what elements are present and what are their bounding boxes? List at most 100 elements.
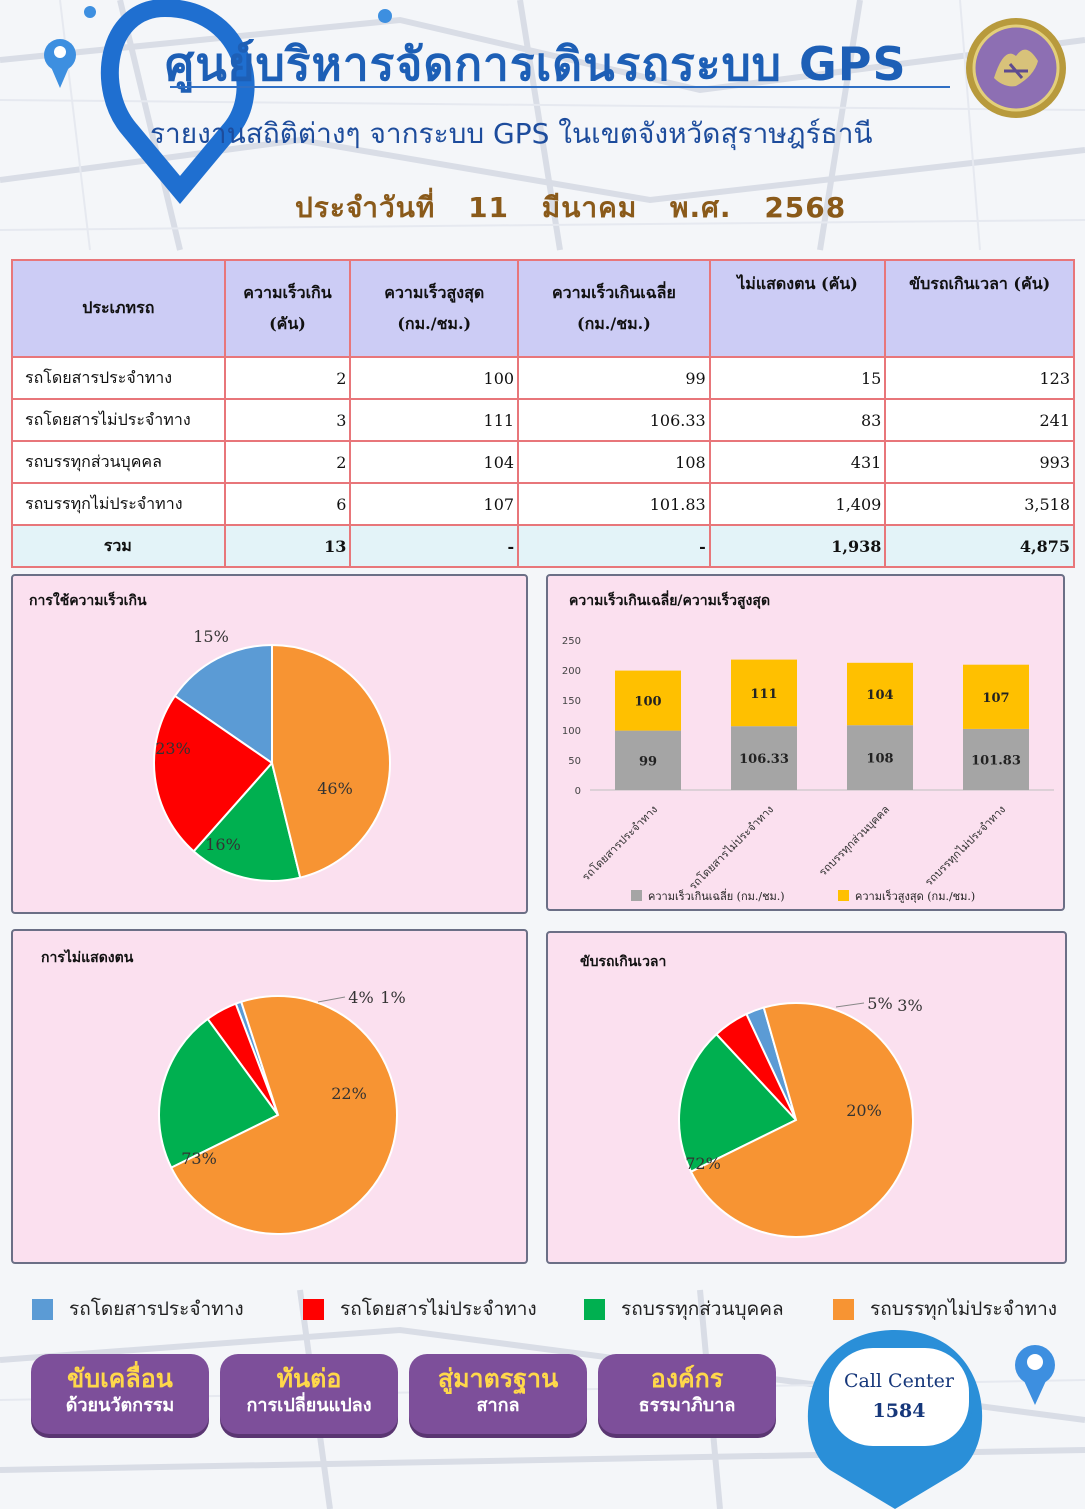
table-total-row: รวม 13 - - 1,938 4,875 — [11, 524, 1075, 568]
col-header-overtime: ขับรถเกินเวลา (คัน) — [884, 259, 1075, 358]
cell-no-id: 83 — [708, 398, 887, 442]
page-title: ศูนย์บริหารจัดการเดินรถระบบ GPS — [165, 37, 907, 91]
bar-max-speed — [731, 659, 797, 727]
pie-slice-label: 23% — [155, 739, 191, 758]
col-header-speeding: ความเร็วเกิน (คัน) — [223, 259, 352, 358]
leader-line — [835, 1002, 865, 1008]
y-tick-label: 0 — [575, 786, 581, 797]
cell-max-speed: 104 — [349, 440, 520, 484]
bar-avg-speed — [731, 726, 797, 790]
pill-big-text: ทันต่อ — [276, 1364, 342, 1393]
pill-big-text: สู่มาตรฐาน — [437, 1364, 559, 1393]
slice-truck-private — [158, 1017, 280, 1170]
cell-total-label: รวม — [11, 524, 226, 568]
legend-label: รถโดยสารประจำทาง — [69, 1298, 244, 1320]
no-id-pie-title: การไม่แสดงตน — [41, 950, 134, 966]
date-month: มีนาคม — [541, 191, 638, 224]
bar-data-label: 111 — [750, 687, 777, 702]
bar-max-speed — [615, 670, 681, 731]
date-era: พ.ศ. — [670, 191, 732, 224]
col-header-avg-speed: ความเร็วเกินเฉลี่ย (กม./ชม.) — [517, 259, 711, 358]
bar-data-label: 101.83 — [971, 753, 1021, 768]
pill-big-text: องค์กร — [650, 1364, 724, 1393]
cell-type: รถโดยสารประจำทาง — [11, 356, 226, 400]
no-id-pie-chart: 1% 4% 22% 73% — [158, 988, 406, 1235]
cell-no-id: 431 — [708, 440, 887, 484]
cell-speeding: 2 — [223, 440, 352, 484]
call-center-label: Call Center — [843, 1370, 955, 1392]
pill-small-text: ธรรมาภิบาล — [638, 1395, 736, 1416]
col-header-no-id: ไม่แสดงตน (คัน) — [708, 259, 887, 358]
cell-avg-speed: 106.33 — [517, 398, 711, 442]
speed-bar-title: ความเร็วเกินเฉลี่ย/ความเร็วสูงสุด — [569, 593, 771, 609]
cell-max-speed: 100 — [349, 356, 520, 400]
pill-governance: องค์กร ธรรมาภิบาล — [598, 1354, 776, 1434]
pie-slice-label: 20% — [846, 1101, 882, 1120]
report-date: ประจำวันที่ 11 มีนาคม พ.ศ. 2568 — [295, 186, 868, 230]
pill-small-text: สากล — [476, 1395, 520, 1416]
cell-total-overtime: 4,875 — [884, 524, 1075, 568]
bar-data-label: 99 — [639, 754, 657, 769]
title-divider — [170, 86, 950, 88]
legend-swatch — [32, 1298, 53, 1320]
legend-label: รถบรรทุกส่วนบุคคล — [621, 1298, 784, 1320]
cell-overtime: 123 — [884, 356, 1075, 400]
cell-total-max-speed: - — [349, 524, 520, 568]
bar-legend-swatch — [838, 890, 849, 901]
slice-truck-nonfixed — [689, 1002, 914, 1238]
stats-table: ประเภทรถ ความเร็วเกิน (คัน) ความเร็วสูงสุ… — [11, 259, 1075, 568]
cell-no-id: 15 — [708, 356, 887, 400]
table-row: รถบรรทุกไม่ประจำทาง 6 107 101.83 1,409 3… — [11, 482, 1075, 526]
legend-label: รถบรรทุกไม่ประจำทาง — [870, 1298, 1058, 1320]
pill-standard: สู่มาตรฐาน สากล — [409, 1354, 587, 1434]
table-header-row: ประเภทรถ ความเร็วเกิน (คัน) ความเร็วสูงสุ… — [11, 259, 1075, 358]
cell-no-id: 1,409 — [708, 482, 887, 526]
x-tick-label: รถโดยสารประจำทาง — [579, 802, 660, 883]
map-pin-icon — [44, 0, 392, 205]
pill-big-text: ขับเคลื่อน — [67, 1364, 173, 1393]
cell-avg-speed: 99 — [517, 356, 711, 400]
table-row: รถโดยสารประจำทาง 2 100 99 15 123 — [11, 356, 1075, 400]
legend-swatch — [833, 1298, 854, 1320]
pill-small-text: การเปลี่ยนแปลง — [246, 1395, 372, 1416]
bar-avg-speed — [963, 728, 1029, 790]
bar-legend-label: ความเร็วเกินเฉลี่ย (กม./ชม.) — [648, 888, 785, 903]
call-center-badge: Call Center 1584 — [825, 1344, 973, 1450]
speeding-pie-chart: 16% 23% 15% 46% — [153, 627, 391, 882]
legend-item-truck-nonfixed: รถบรรทุกไม่ประจำทาง — [833, 1294, 1057, 1324]
cell-total-no-id: 1,938 — [708, 524, 887, 568]
pie-slice-label: 4% — [348, 988, 373, 1007]
speed-bar-panel: ความเร็วเกินเฉลี่ย/ความเร็วสูงสุด 0 50 100… — [546, 574, 1065, 911]
bar-data-label: 100 — [634, 695, 661, 710]
cell-avg-speed: 108 — [517, 440, 711, 484]
vehicle-legend: รถโดยสารประจำทาง รถโดยสารไม่ประจำทาง รถบ… — [0, 1294, 1085, 1334]
bar-legend-swatch — [631, 890, 642, 901]
bar-avg-speed — [615, 730, 681, 790]
x-tick-label: รถบรรทุกส่วนบุคคล — [816, 803, 892, 879]
date-day: 11 — [468, 191, 510, 224]
speed-bar-chart: 0 50 100 150 200 250 99 100 รถโดยสารประจำทาง 106.… — [562, 636, 1054, 903]
slice-truck-private — [678, 1032, 798, 1174]
date-year: 2568 — [764, 191, 847, 224]
bar-data-label: 107 — [982, 691, 1009, 706]
legend-item-bus-fixed: รถโดยสารประจำทาง — [32, 1294, 244, 1324]
date-prefix: ประจำวันที่ — [295, 191, 436, 224]
pill-innovation: ขับเคลื่อน ด้วยนวัตกรรม — [31, 1354, 209, 1434]
pie-slice-label: 5% — [867, 994, 892, 1013]
x-tick-label: รถบรรทุกไม่ประจำทาง — [922, 803, 1008, 889]
pie-slice-label: 16% — [205, 835, 241, 854]
cell-type: รถบรรทุกไม่ประจำทาง — [11, 482, 226, 526]
bar-avg-speed — [847, 725, 913, 790]
cell-type: รถบรรทุกส่วนบุคคล — [11, 440, 226, 484]
legend-swatch — [584, 1298, 605, 1320]
cell-speeding: 6 — [223, 482, 352, 526]
pie-slice-label: 73% — [181, 1149, 217, 1168]
slice-truck-private — [192, 760, 302, 882]
call-center-number: 1584 — [872, 1400, 926, 1422]
bar-data-label: 106.33 — [739, 752, 789, 767]
y-tick-label: 200 — [562, 666, 581, 677]
pill-change: ทันต่อ การเปลี่ยนแปลง — [220, 1354, 398, 1434]
page-subtitle: รายงานสถิติต่างๆ จากระบบ GPS ในเขตจังหวั… — [150, 117, 873, 150]
bar-max-speed — [847, 662, 913, 726]
overtime-pie-title: ขับรถเกินเวลา — [580, 954, 667, 970]
